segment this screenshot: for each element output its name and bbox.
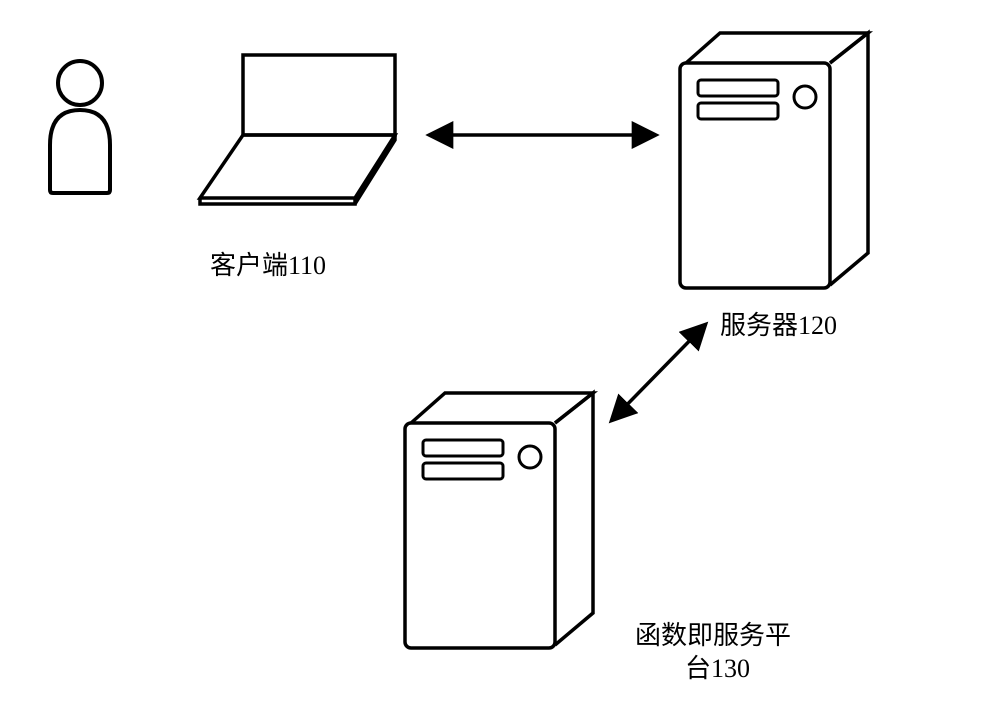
diagram-canvas: 客户端110 服务器120 函数即服务平 台130 <box>0 0 1000 713</box>
arrows-layer <box>0 0 1000 713</box>
edge-server-faas <box>612 325 705 420</box>
